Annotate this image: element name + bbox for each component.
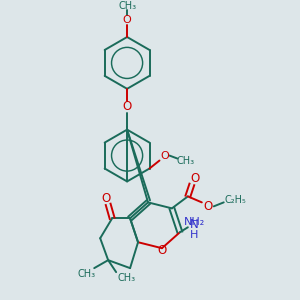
Text: C₂H₅: C₂H₅ [225, 195, 247, 206]
Text: N: N [190, 218, 198, 231]
Text: O: O [160, 151, 169, 160]
Text: H: H [190, 230, 198, 240]
Text: O: O [122, 100, 132, 113]
Text: O: O [123, 15, 131, 25]
Text: CH₃: CH₃ [176, 155, 194, 166]
Text: O: O [157, 244, 167, 257]
Text: CH₃: CH₃ [117, 273, 135, 283]
Text: CH₃: CH₃ [77, 269, 95, 279]
Text: NH₂: NH₂ [184, 217, 206, 227]
Text: O: O [203, 200, 212, 213]
Text: O: O [190, 172, 200, 185]
Text: CH₃: CH₃ [118, 1, 136, 11]
Text: O: O [101, 192, 111, 205]
